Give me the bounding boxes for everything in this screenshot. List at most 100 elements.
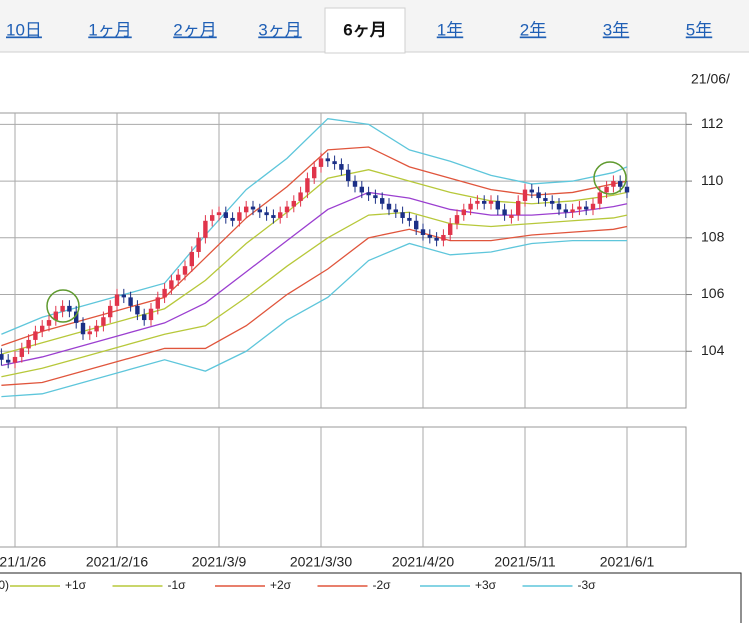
candle-body: [6, 359, 11, 363]
candle-body: [257, 209, 262, 213]
candle-body: [325, 158, 330, 162]
candle-body: [584, 206, 589, 210]
candle-body: [264, 212, 269, 216]
candle-body: [278, 212, 283, 218]
legend: 0) +1σ -1σ +2σ -2σ +3σ -3σ: [0, 578, 596, 592]
candle-body: [407, 217, 412, 221]
candle-body: [420, 229, 426, 235]
x-tick-label: 2021/6/1: [600, 554, 655, 570]
x-tick-label: 2021/2/16: [86, 554, 148, 570]
tab[interactable]: 6ヶ月: [343, 20, 386, 39]
legend-label: -3σ: [578, 578, 597, 592]
candle-body: [468, 203, 473, 210]
candle-body: [359, 186, 364, 193]
candle-body: [305, 178, 310, 193]
candle-body: [563, 209, 568, 213]
x-tick-label: 2021/4/20: [392, 554, 454, 570]
candle-body: [203, 220, 208, 238]
candle-body: [434, 237, 439, 241]
legend-label: +2σ: [270, 578, 292, 592]
candle-body: [624, 186, 630, 193]
candle-body: [618, 181, 623, 187]
candle-body: [386, 203, 392, 210]
x-tick-label: 2021/3/30: [290, 554, 352, 570]
candle-body: [210, 215, 215, 221]
axis-labels: 104 106 108 110 112 2021/1/26 2021/2/16 2021/3/…: [0, 115, 725, 570]
candle-body: [271, 215, 276, 218]
candle-body: [135, 305, 140, 315]
candle-body: [12, 356, 18, 363]
band-line: [1, 211, 628, 378]
y-tick-label: 106: [701, 285, 725, 301]
candle-body: [373, 195, 378, 199]
candle-body: [597, 192, 602, 204]
y-tick-label: 108: [701, 229, 725, 245]
tab[interactable]: 10日: [6, 20, 42, 39]
candle-body: [284, 206, 290, 213]
candle-body: [611, 181, 616, 187]
candle-body: [400, 212, 405, 218]
highlight-circle: [593, 161, 627, 195]
sub-panel: [0, 426, 687, 548]
candle-body: [488, 200, 494, 204]
candle-body: [475, 200, 480, 204]
legend-box: [0, 572, 742, 628]
candle-body: [216, 212, 222, 216]
candle-body: [482, 200, 487, 204]
candle-body: [577, 206, 582, 210]
candle-body: [346, 169, 351, 182]
price-panel: [0, 112, 687, 409]
candle-body: [414, 220, 419, 230]
candle-body: [441, 234, 446, 241]
tab[interactable]: 2ヶ月: [173, 20, 216, 39]
band-line: [1, 239, 627, 398]
tab[interactable]: 1年: [437, 20, 463, 39]
candle-body: [495, 200, 500, 210]
tabs: 10日 1ヶ月 2ヶ月 3ヶ月 6ヶ月 1年 2年 3年 5年: [6, 7, 712, 54]
tab[interactable]: 2年: [520, 20, 546, 39]
candles: [0, 152, 630, 369]
candle-body: [26, 339, 31, 349]
candle-body: [108, 305, 113, 318]
candle-body: [33, 331, 38, 340]
candle-body: [509, 215, 514, 218]
tab[interactable]: 3ヶ月: [258, 20, 301, 39]
candle-body: [155, 297, 160, 309]
legend-label: 0): [0, 578, 9, 592]
candle-body: [53, 311, 58, 321]
tab[interactable]: 5年: [686, 20, 712, 39]
candle-body: [427, 234, 432, 238]
candle-body: [162, 288, 167, 298]
candle-body: [101, 317, 106, 326]
candle-body: [454, 215, 460, 224]
candle-body: [529, 189, 534, 193]
tab[interactable]: 1ヶ月: [88, 20, 131, 39]
candle-body: [550, 200, 555, 204]
candle-body: [19, 348, 24, 357]
candle-body: [312, 166, 317, 179]
candle-body: [250, 206, 256, 210]
candle-body: [393, 209, 398, 213]
candle-body: [352, 181, 358, 187]
candle-body: [128, 297, 133, 306]
candle-body: [169, 280, 174, 289]
candle-body: [502, 209, 507, 216]
candle-body: [176, 274, 181, 281]
candle-body: [121, 294, 126, 298]
candle-body: [60, 305, 65, 312]
candle-body: [46, 320, 52, 326]
candle-body: [237, 212, 242, 221]
candle-body: [244, 206, 249, 213]
candle-body: [230, 217, 235, 221]
candle-body: [67, 305, 72, 312]
candle-body: [94, 325, 99, 332]
candle-body: [590, 203, 596, 210]
candle-body: [80, 322, 86, 335]
tab[interactable]: 3年: [603, 20, 629, 39]
x-tick-label: 2021/1/26: [0, 554, 46, 570]
candle-body: [114, 294, 120, 306]
candle-body: [339, 164, 344, 170]
candle-body: [543, 198, 548, 201]
band-line: [1, 191, 628, 367]
